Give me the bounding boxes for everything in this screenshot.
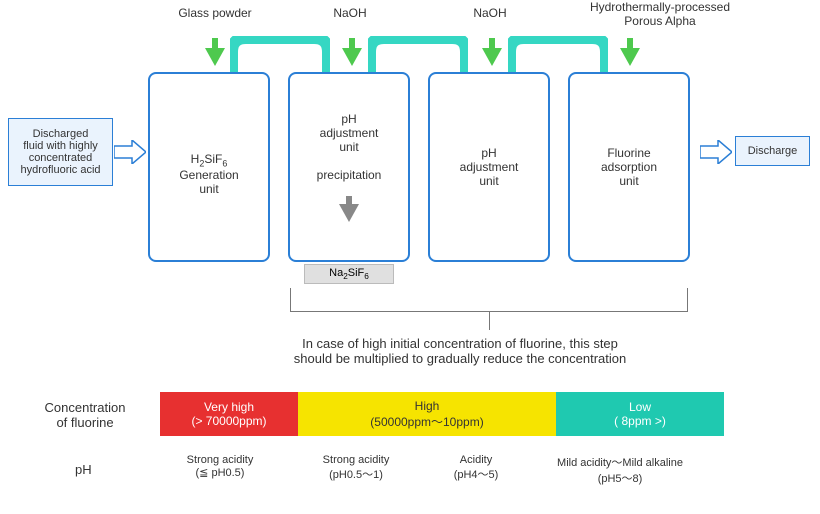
label-glass-powder: Glass powder — [170, 6, 260, 20]
ph-val-1: Strong acidity (≦ pH0.5) — [160, 454, 280, 479]
conc-h-val: (50000ppm～10ppm) — [370, 413, 483, 430]
process-box-adsorption: Fluorine adsorption unit — [568, 72, 690, 262]
conc-h-title: High — [415, 399, 440, 413]
conc-l-title: Low — [629, 400, 651, 414]
teal-connector-icon — [508, 36, 608, 76]
process-box-ph2: pH adjustment unit — [428, 72, 550, 262]
label-naoh-2: NaOH — [460, 6, 520, 20]
label-hydrothermal: Hydrothermally-processed Porous Alpha — [575, 0, 745, 28]
flow-arrow-icon — [700, 140, 732, 164]
conc-l-val: ( 8ppm >) — [614, 414, 666, 428]
box1-text: H2SiF6 Generation unit — [179, 138, 238, 196]
bracket — [290, 288, 688, 312]
box2-text: pH adjustment unit precipitation — [317, 112, 382, 182]
green-arrow-icon — [342, 48, 362, 66]
output-box: Discharge — [735, 136, 810, 166]
flow-arrow-icon — [114, 140, 146, 164]
input-box: Discharged fluid with highly concentrate… — [8, 118, 113, 186]
concentration-label: Concentration of fluorine — [30, 400, 140, 430]
precipitate-label: Na2SiF6 — [304, 264, 394, 284]
green-arrow-icon — [205, 48, 225, 66]
green-arrow-icon — [620, 48, 640, 66]
conc-high: High (50000ppm～10ppm) — [298, 392, 556, 436]
ph-val-3: Acidity (pH4～5) — [426, 454, 526, 482]
bracket-stem — [489, 312, 490, 330]
ph-label: pH — [75, 462, 92, 477]
conc-low: Low ( 8ppm >) — [556, 392, 724, 436]
teal-connector-icon — [230, 36, 330, 76]
note-text: In case of high initial concentration of… — [210, 336, 710, 366]
conc-vh-val: (> 70000ppm) — [191, 414, 266, 428]
gray-arrow-icon — [339, 204, 359, 222]
teal-connector-icon — [368, 36, 468, 76]
label-naoh-1: NaOH — [320, 6, 380, 20]
ph-val-4: Mild acidity～Mild alkaline (pH5～8) — [520, 454, 720, 486]
process-box-generation: H2SiF6 Generation unit — [148, 72, 270, 262]
box3-text: pH adjustment unit — [460, 146, 519, 188]
green-arrow-icon — [482, 48, 502, 66]
box4-text: Fluorine adsorption unit — [601, 146, 657, 188]
ph-val-2: Strong acidity (pH0.5～1) — [296, 454, 416, 482]
process-box-ph1: pH adjustment unit precipitation — [288, 72, 410, 262]
conc-very-high: Very high (> 70000ppm) — [160, 392, 298, 436]
conc-vh-title: Very high — [204, 400, 254, 414]
